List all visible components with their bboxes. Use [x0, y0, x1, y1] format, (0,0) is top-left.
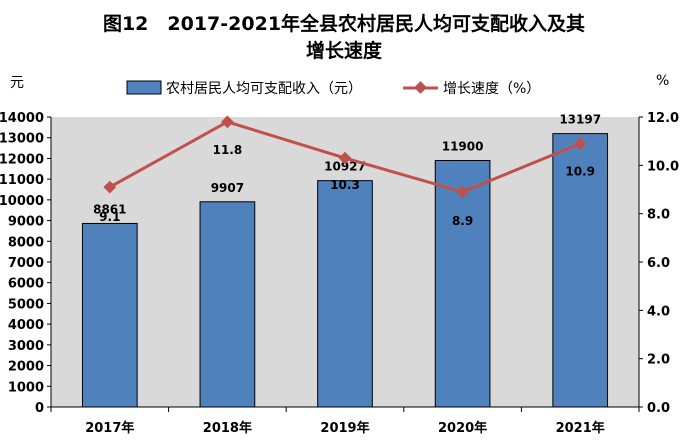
left-axis-unit: 元	[10, 75, 24, 91]
left-axis-tick-label: 8000	[8, 235, 44, 250]
growth-point-2020年	[456, 185, 469, 199]
plot-layer: 0 1000 2000 3000 4000 5000 6000 7000 8000 9000 100…	[0, 111, 679, 436]
growth-value-label: 9.1	[99, 210, 120, 224]
legend-bar-swatch	[126, 80, 162, 95]
x-axis-category-label: 2017年	[85, 420, 134, 436]
left-axis-tick-label: 5000	[8, 297, 44, 312]
left-axis-tick-label: 6000	[8, 277, 44, 292]
left-axis-tick-label: 3000	[8, 339, 44, 354]
right-axis-tick-label: 6.0	[647, 256, 670, 271]
left-axis-tick-label: 2000	[8, 360, 44, 375]
growth-point-2017年	[103, 180, 117, 194]
left-axis-tick-label: 7000	[8, 256, 44, 271]
left-axis-tick-label: 1000	[8, 380, 44, 395]
x-axis-category-label: 2018年	[203, 420, 252, 436]
right-axis-tick-label: 2.0	[647, 353, 670, 368]
left-axis-tick-label: 9000	[8, 215, 44, 230]
bar-value-label: 13197	[559, 113, 601, 127]
legend-line-label: 增长速度（%）	[443, 81, 540, 97]
left-axis-tick-label: 4000	[8, 318, 44, 333]
bar-2021年	[552, 133, 609, 408]
growth-value-label: 10.9	[565, 165, 595, 179]
x-axis-category-label: 2019年	[320, 420, 369, 436]
right-axis-tick-label: 8.0	[647, 208, 670, 223]
right-axis-tick-label: 4.0	[647, 304, 670, 319]
bar-value-label: 10927	[324, 160, 366, 174]
left-axis-tick-label: 0	[35, 401, 44, 416]
left-axis-tick-label: 14000	[0, 111, 44, 126]
legend-line-marker	[414, 81, 427, 94]
bar-value-label: 8861	[93, 202, 126, 216]
right-axis-unit: %	[656, 73, 669, 89]
growth-point-2018年	[221, 115, 234, 129]
right-axis-tick-label: 10.0	[647, 159, 679, 174]
legend-bar-label: 农村居民人均可支配收入（元）	[166, 81, 362, 97]
left-axis-tick-label: 12000	[0, 152, 44, 167]
chart-title-line-2: 增长速度	[306, 39, 383, 62]
growth-value-label: 8.9	[452, 214, 473, 228]
bar-2020年	[434, 160, 491, 408]
bar-value-label: 9907	[211, 181, 244, 195]
left-axis-tick-label: 11000	[0, 173, 44, 188]
growth-value-label: 11.8	[213, 143, 243, 157]
bar-2017年	[81, 222, 138, 408]
x-axis-category-label: 2021年	[556, 420, 605, 436]
bar-2019年	[317, 180, 373, 408]
chart-title-line-1: 图12 2017-2021年全县农村居民人均可支配收入及其	[103, 12, 585, 35]
legend: 农村居民人均可支配收入（元） 增长速度（%）	[126, 80, 540, 97]
right-axis-tick-label: 0.0	[647, 401, 670, 416]
bar-value-label: 11900	[442, 140, 484, 154]
right-axis-tick-label: 12.0	[647, 111, 679, 126]
left-axis-tick-label: 13000	[0, 132, 44, 147]
bar-2018年	[199, 201, 256, 408]
x-axis-category-label: 2020年	[438, 420, 487, 436]
growth-value-label: 10.3	[330, 178, 360, 192]
growth-point-2019年	[338, 151, 352, 165]
left-axis-tick-label: 10000	[0, 194, 44, 209]
